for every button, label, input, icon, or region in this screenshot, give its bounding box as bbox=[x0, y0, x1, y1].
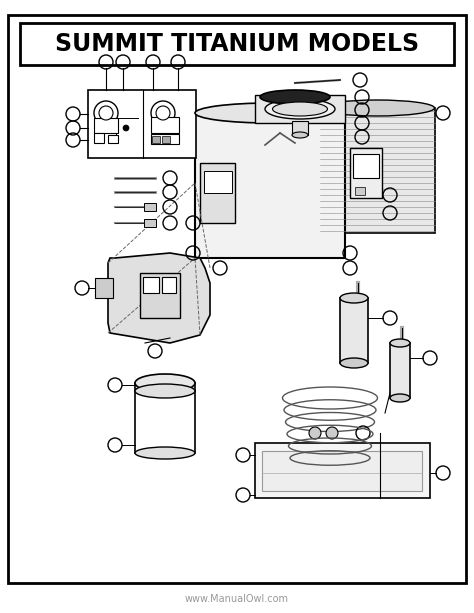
Circle shape bbox=[326, 427, 338, 439]
Bar bbox=[162, 136, 170, 143]
Bar bbox=[140, 273, 180, 318]
Polygon shape bbox=[108, 253, 210, 343]
Circle shape bbox=[156, 106, 170, 120]
Bar bbox=[144, 219, 156, 227]
Ellipse shape bbox=[319, 100, 435, 116]
Bar bbox=[355, 187, 365, 195]
Bar bbox=[350, 148, 382, 198]
Bar bbox=[353, 154, 379, 178]
Bar bbox=[152, 136, 160, 143]
Bar bbox=[151, 117, 179, 133]
Bar bbox=[94, 118, 118, 133]
Bar bbox=[94, 133, 104, 143]
Ellipse shape bbox=[390, 339, 410, 347]
Bar bbox=[255, 95, 345, 123]
Circle shape bbox=[123, 125, 129, 131]
Circle shape bbox=[309, 427, 321, 439]
Bar bbox=[200, 163, 235, 223]
Bar bbox=[195, 113, 345, 258]
Bar bbox=[255, 443, 430, 498]
Bar bbox=[135, 382, 195, 391]
Ellipse shape bbox=[135, 384, 195, 398]
Ellipse shape bbox=[135, 374, 195, 392]
Circle shape bbox=[99, 106, 113, 120]
Bar bbox=[292, 121, 308, 135]
Bar bbox=[162, 277, 176, 293]
Bar bbox=[262, 451, 422, 491]
Ellipse shape bbox=[265, 99, 335, 119]
Text: SUMMIT TITANIUM MODELS: SUMMIT TITANIUM MODELS bbox=[55, 32, 419, 56]
Bar bbox=[144, 203, 156, 211]
Bar bbox=[340, 298, 368, 363]
Ellipse shape bbox=[292, 132, 308, 138]
Bar bbox=[108, 135, 118, 143]
Ellipse shape bbox=[340, 358, 368, 368]
Ellipse shape bbox=[273, 102, 328, 116]
Text: www.ManualOwl.com: www.ManualOwl.com bbox=[185, 594, 289, 604]
Ellipse shape bbox=[260, 90, 330, 104]
Bar bbox=[88, 90, 196, 158]
Ellipse shape bbox=[135, 447, 195, 459]
Bar bbox=[20, 23, 454, 65]
Bar bbox=[320, 108, 435, 233]
Ellipse shape bbox=[340, 293, 368, 303]
Ellipse shape bbox=[195, 103, 345, 123]
Circle shape bbox=[94, 101, 118, 125]
Bar bbox=[204, 171, 232, 193]
Ellipse shape bbox=[390, 394, 410, 402]
Bar bbox=[95, 278, 113, 298]
Circle shape bbox=[151, 101, 175, 125]
Bar bbox=[143, 277, 159, 293]
Bar bbox=[390, 343, 410, 398]
Bar bbox=[135, 391, 195, 453]
Bar bbox=[151, 134, 179, 144]
